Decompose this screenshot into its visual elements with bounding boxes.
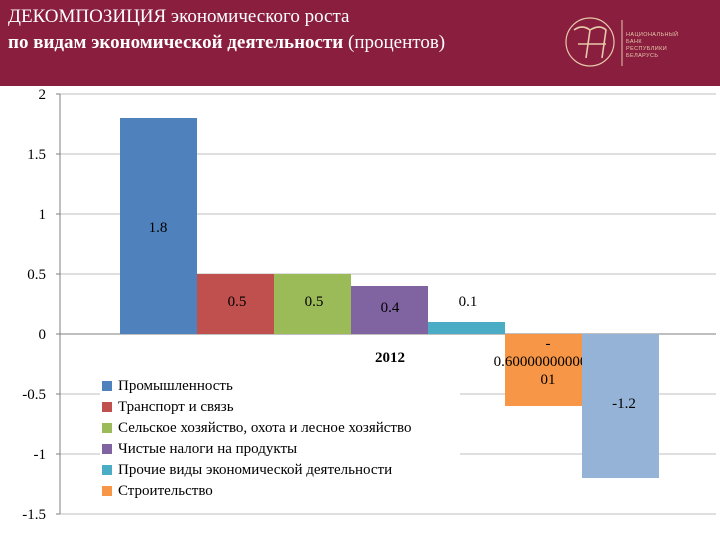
data-label-3: 0.5 [305, 294, 324, 310]
bank-logo-icon [565, 17, 623, 67]
header-banner: ДЕКОМПОЗИЦИЯ экономического роста по вид… [0, 0, 720, 86]
data-label-4: 0.4 [381, 300, 400, 316]
legend-swatch [102, 486, 112, 496]
bar-4 [351, 286, 428, 334]
legend-label: Чистые налоги на продукты [118, 440, 298, 457]
bank-logo-text: Национальный банк Республики Беларусь [626, 32, 679, 59]
legend-item: Сельское хозяйство, охота и лесное хозяй… [100, 418, 411, 438]
legend-item: Чистые налоги на продукты [100, 439, 297, 459]
y-tick-label: 0.5 [27, 267, 46, 283]
legend-item: Строительство [100, 481, 213, 501]
y-tick-label: 0 [39, 327, 47, 343]
legend-label: Строительство [118, 482, 213, 499]
slide-title-unit: (процентов) [343, 32, 446, 53]
legend-label: Сельское хозяйство, охота и лесное хозяй… [118, 419, 412, 436]
bar-6 [505, 334, 582, 406]
y-tick-label: -1.5 [22, 507, 46, 523]
legend-label: Прочие виды экономической деятельности [118, 461, 393, 478]
y-tick-label: 2 [39, 87, 47, 103]
bar-5 [428, 322, 505, 334]
y-tick-label: 1.5 [27, 147, 46, 163]
data-label-2: 0.5 [228, 294, 247, 310]
slide-title-line2: по видам экономической деятельности (про… [8, 32, 445, 54]
x-category-label: 2012 [375, 350, 405, 366]
bar-2 [197, 274, 274, 334]
bar-1 [120, 118, 197, 334]
y-tick-label: -0.5 [22, 387, 46, 403]
data-label-7: -1.2 [612, 396, 636, 412]
bar-chart: 2 1.5 1 0.5 0 -0.5 -1 -1.5 1.8 0.5 0.5 0.4 0.1 -0.600… [22, 87, 716, 523]
slide-title-line1: ДЕКОМПОЗИЦИЯ экономического роста [8, 6, 350, 27]
chart-legend: Промышленность Транспорт и связь Сельское … [100, 376, 460, 506]
y-tick-label: 1 [39, 207, 47, 223]
legend-item: Промышленность [100, 376, 233, 396]
legend-swatch [102, 381, 112, 391]
legend-swatch [102, 423, 112, 433]
y-tick-label: -1 [34, 447, 47, 463]
legend-label: Транспорт и связь [118, 398, 234, 415]
bar-7 [582, 334, 659, 478]
legend-item: Транспорт и связь [100, 397, 234, 417]
legend-swatch [102, 465, 112, 475]
data-label-1: 1.8 [149, 220, 168, 236]
bar-3 [274, 274, 351, 334]
legend-swatch [102, 402, 112, 412]
data-label-6: -0.6000000000000 01 [494, 336, 603, 388]
legend-item: Прочие виды экономической деятельности [100, 460, 392, 480]
legend-label: Промышленность [118, 377, 233, 394]
legend-swatch [102, 444, 112, 454]
data-label-5: 0.1 [459, 294, 478, 310]
slide-title-bold: по видам экономической деятельности [8, 32, 344, 53]
